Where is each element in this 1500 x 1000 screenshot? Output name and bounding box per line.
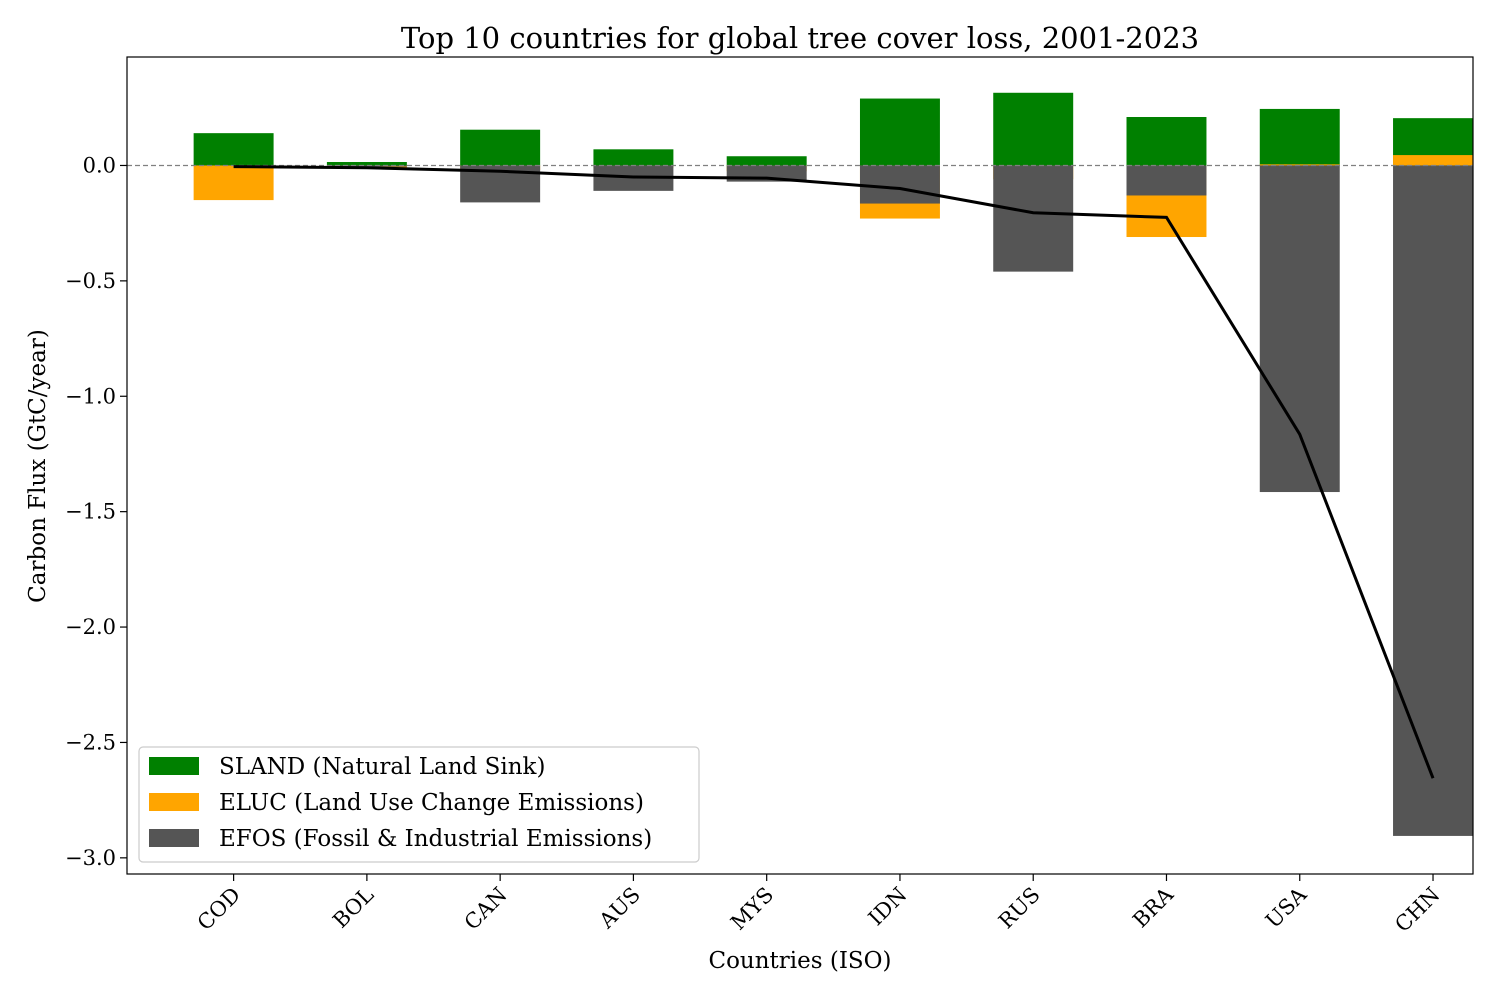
y-tick-label: −1.5 [65, 500, 116, 524]
legend-swatch-0 [149, 757, 199, 775]
legend-label-0: SLAND (Natural Land Sink) [219, 754, 545, 780]
bar-series0-AUS [593, 149, 674, 166]
y-tick-label: −3.0 [65, 846, 116, 870]
legend-label-1: ELUC (Land Use Change Emissions) [219, 790, 644, 816]
x-tick-label-BOL: BOL [328, 883, 378, 933]
legend-box [138, 746, 700, 863]
bar-series0-CAN [460, 129, 541, 166]
x-tick-label-COD: COD [193, 883, 245, 935]
y-tick-label: 0.0 [83, 153, 116, 177]
bar-series2-BRA [1126, 165, 1207, 196]
bar-series0-BRA [1126, 117, 1207, 166]
bar-series0-COD [193, 133, 274, 166]
x-tick-label-IDN: IDN [864, 883, 912, 931]
x-tick-label-CHN: CHN [1390, 883, 1444, 937]
legend-label-2: EFOS (Fossil & Industrial Emissions) [219, 826, 652, 852]
bar-series2-BOL [326, 165, 407, 167]
plot-frame [126, 56, 1474, 875]
x-tick-label-AUS: AUS [594, 883, 645, 934]
bar-series2-IDN [859, 165, 940, 204]
bar-series2-CHN [1393, 165, 1473, 836]
y-tick-label: −2.0 [65, 615, 116, 639]
y-axis: 0.0 −0.5 −1.0 −1.5 −2.0 −2.5 −3.0 [65, 153, 127, 870]
x-axis: COD BOL CAN AUS MYS IDN RUS BRA USA CHN [193, 874, 1445, 937]
bar-series0-RUS [993, 92, 1074, 166]
legend-swatch-1 [149, 793, 199, 811]
bar-series0-BOL [326, 162, 407, 166]
x-tick-label-CAN: CAN [460, 883, 512, 935]
y-tick-label: −0.5 [65, 269, 116, 293]
y-tick-label: −2.5 [65, 730, 116, 754]
y-tick-label: −1.0 [65, 384, 116, 408]
net-flux-line [233, 165, 1435, 779]
chart-title: Top 10 countries for global tree cover l… [401, 21, 1199, 55]
x-tick-label-BRA: BRA [1128, 882, 1178, 932]
x-tick-label-USA: USA [1261, 882, 1312, 933]
bar-series1-COD [193, 165, 274, 201]
bars-layer [193, 92, 1473, 836]
bar-series0-IDN [859, 98, 940, 166]
legend: SLAND (Natural Land Sink) ELUC (Land Use … [138, 746, 700, 863]
x-tick-label-MYS: MYS [726, 883, 778, 935]
bar-series2-USA [1259, 165, 1340, 493]
y-axis-label: Carbon Flux (GtC/year) [25, 329, 51, 603]
bar-series0-USA [1259, 108, 1340, 166]
bar-series2-RUS [993, 165, 1074, 272]
bar-series1-CHN [1393, 155, 1473, 166]
bar-series0-MYS [726, 156, 807, 166]
legend-swatch-2 [149, 829, 199, 847]
x-tick-label-RUS: RUS [994, 883, 1045, 934]
x-axis-label: Countries (ISO) [708, 948, 891, 974]
